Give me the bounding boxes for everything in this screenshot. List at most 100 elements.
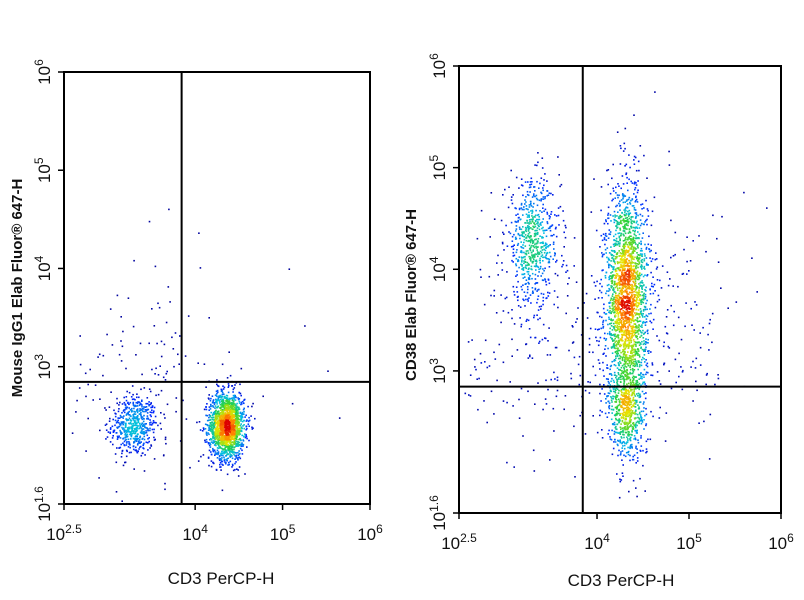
event-dot	[236, 435, 239, 437]
event-dot	[645, 264, 648, 266]
event-dot	[613, 210, 616, 213]
event-dot	[94, 384, 97, 386]
event-dot	[542, 203, 544, 206]
event-dot	[243, 419, 245, 422]
event-dot	[611, 257, 613, 259]
event-dot	[126, 433, 129, 436]
event-dot	[531, 255, 534, 258]
event-dot	[618, 368, 620, 371]
event-dot	[601, 388, 603, 390]
event-dot	[221, 363, 224, 366]
event-dot	[327, 370, 329, 372]
event-dot	[524, 199, 526, 201]
event-dot	[617, 336, 619, 338]
event-dot	[612, 395, 614, 397]
event-dot	[613, 261, 616, 263]
event-dot	[234, 434, 237, 436]
event-dot	[623, 367, 626, 370]
event-dot	[222, 464, 224, 466]
event-dot	[230, 423, 232, 425]
event-dot	[237, 459, 239, 461]
event-dot	[635, 325, 638, 327]
event-dot	[612, 379, 615, 382]
event-dot	[210, 427, 213, 429]
event-dot	[608, 258, 611, 261]
event-dot	[617, 404, 620, 407]
event-dot	[233, 404, 235, 406]
event-dot	[500, 321, 502, 324]
event-dot	[221, 452, 224, 455]
event-dot	[157, 302, 159, 305]
event-dot	[127, 297, 130, 299]
event-dot	[141, 425, 144, 427]
event-dot	[666, 309, 669, 311]
y-tick-label: 105	[32, 157, 54, 183]
event-dot	[646, 299, 648, 302]
event-dot	[125, 406, 128, 409]
event-dot	[616, 267, 619, 270]
event-dot	[641, 377, 643, 380]
event-dot	[232, 404, 234, 406]
event-dot	[534, 243, 536, 245]
event-dot	[629, 203, 632, 205]
event-dot	[551, 234, 553, 237]
event-dot	[636, 201, 639, 203]
event-dot	[142, 452, 144, 454]
event-dot	[615, 355, 617, 357]
event-dot	[528, 222, 530, 224]
event-dot	[148, 388, 151, 390]
event-dot	[151, 406, 154, 409]
event-dot	[121, 452, 123, 455]
event-dot	[208, 406, 211, 408]
event-dot	[216, 449, 219, 452]
event-dot	[643, 401, 645, 403]
event-dot	[637, 223, 639, 226]
event-dot	[635, 222, 638, 224]
event-dot	[642, 284, 645, 287]
event-dot	[524, 226, 527, 229]
event-dot	[648, 313, 650, 315]
event-dot	[215, 415, 217, 418]
event-dot	[216, 452, 219, 454]
event-dot	[304, 325, 306, 327]
event-dot	[643, 305, 646, 308]
event-dot	[238, 400, 241, 403]
event-dot	[649, 320, 651, 322]
event-dot	[132, 445, 135, 447]
event-dot	[623, 378, 626, 381]
event-dot	[527, 214, 530, 217]
event-dot	[525, 237, 527, 239]
event-dot	[209, 446, 212, 448]
event-dot	[520, 228, 523, 231]
event-dot	[141, 399, 143, 402]
event-dot	[614, 423, 616, 426]
event-dot	[635, 409, 637, 412]
event-dot	[614, 401, 616, 403]
event-dot	[501, 242, 504, 245]
event-dot	[642, 320, 645, 323]
event-dot	[646, 329, 649, 332]
event-dot	[645, 248, 648, 250]
event-dot	[228, 430, 230, 432]
event-dot	[616, 382, 619, 385]
event-dot	[614, 438, 616, 441]
event-dot	[613, 221, 616, 224]
event-dot	[236, 442, 238, 445]
event-dot	[628, 178, 630, 181]
event-dot	[628, 387, 631, 389]
event-dot	[141, 409, 143, 412]
event-dot	[533, 470, 536, 472]
event-dot	[126, 412, 129, 415]
event-dot	[532, 225, 534, 228]
event-dot	[525, 230, 528, 233]
event-dot	[144, 454, 146, 456]
event-dot	[613, 322, 615, 325]
event-dot	[234, 415, 237, 417]
event-dot	[153, 428, 155, 431]
event-dot	[241, 434, 243, 437]
event-dot	[105, 438, 107, 440]
event-dot	[628, 382, 630, 385]
event-dot	[146, 434, 149, 437]
event-dot	[124, 409, 126, 411]
event-dot	[615, 426, 617, 428]
